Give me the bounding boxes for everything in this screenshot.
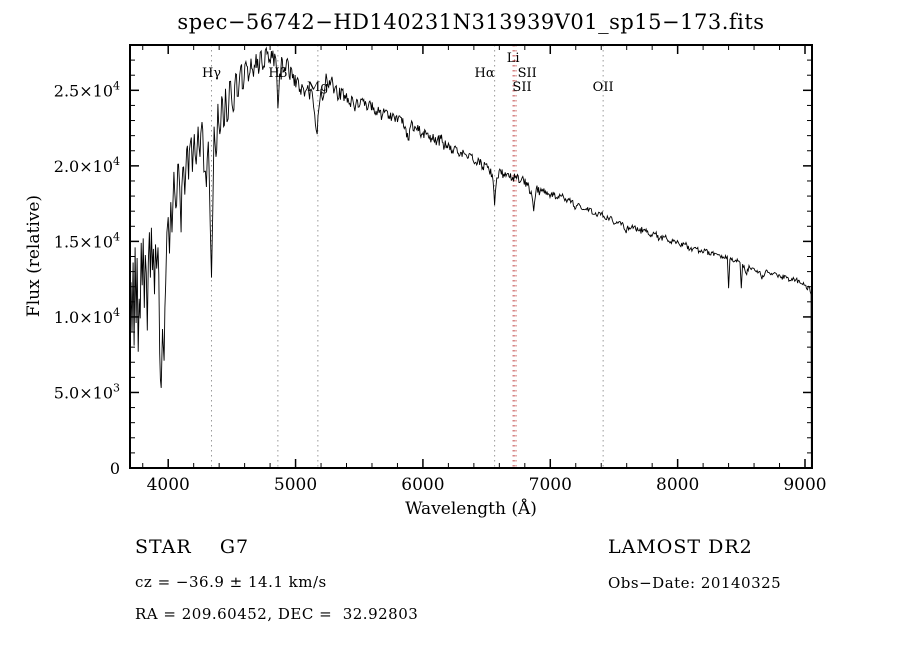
spectral-line-label-Mg: Mg xyxy=(307,80,329,95)
x-tick-label: 5000 xyxy=(274,475,317,495)
x-tick-label: 6000 xyxy=(401,475,444,495)
spectral-line-label-Li: Li xyxy=(507,51,520,66)
survey-release-text: LAMOST DR2 xyxy=(608,536,753,558)
plot-title: spec−56742−HD140231N313939V01_sp15−173.f… xyxy=(177,10,765,34)
y-tick-label: 1.0×104 xyxy=(54,306,120,327)
y-axis-label: Flux (relative) xyxy=(24,194,44,318)
radial-velocity-text: cz = −36.9 ± 14.1 km/s xyxy=(135,573,327,591)
x-axis-label: Wavelength (Å) xyxy=(405,499,537,519)
spectrum-line xyxy=(130,46,812,468)
object-class-text: STAR G7 xyxy=(135,536,250,558)
x-tick-label: 8000 xyxy=(656,475,699,495)
spectral-line-label-Hα: Hα xyxy=(475,66,495,81)
y-tick-label: 0 xyxy=(110,459,120,478)
x-tick-label: 7000 xyxy=(529,475,572,495)
y-tick-label: 5.0×103 xyxy=(54,381,120,402)
coordinates-text: RA = 209.60452, DEC = 32.92803 xyxy=(135,605,419,623)
spectral-line-label-SII: SII xyxy=(518,66,537,81)
spectral-line-label-OII: OII xyxy=(593,80,614,95)
obs-date-text: Obs−Date: 20140325 xyxy=(608,574,782,592)
y-tick-label: 2.5×104 xyxy=(54,79,120,100)
spectral-line-label-SII: SII xyxy=(512,80,531,95)
y-tick-label: 2.0×104 xyxy=(54,155,120,176)
x-tick-label: 4000 xyxy=(147,475,190,495)
y-tick-label: 1.5×104 xyxy=(54,230,120,251)
x-tick-label: 9000 xyxy=(783,475,826,495)
spectral-line-label-Hγ: Hγ xyxy=(202,66,221,81)
